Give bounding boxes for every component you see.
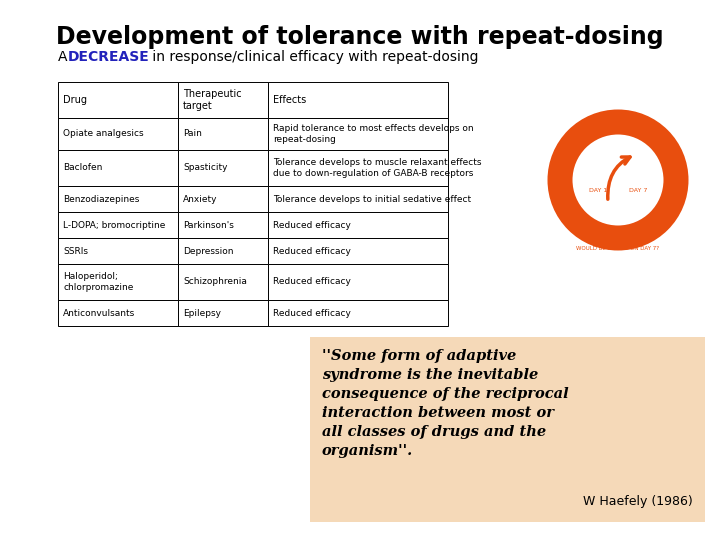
Text: Drug: Drug [63, 95, 87, 105]
Text: Parkinson's: Parkinson's [183, 220, 234, 230]
Text: Development of tolerance with repeat-dosing: Development of tolerance with repeat-dos… [56, 25, 664, 49]
Bar [178, 150, 268, 186]
Text: Effects: Effects [273, 95, 306, 105]
Bar [58, 150, 178, 186]
Text: Rapid tolerance to most effects develops on
repeat-dosing: Rapid tolerance to most effects develops… [273, 124, 474, 144]
Bar [58, 264, 178, 300]
Text: WOULD BE MISSED ON DAY 7?: WOULD BE MISSED ON DAY 7? [577, 246, 660, 251]
Bar [58, 238, 178, 264]
Bar [178, 212, 268, 238]
Text: Anticonvulsants: Anticonvulsants [63, 308, 135, 318]
Text: DAY 1: DAY 1 [589, 188, 607, 193]
Bar [268, 212, 448, 238]
Text: Opiate analgesics: Opiate analgesics [63, 130, 143, 138]
Bar [58, 118, 178, 150]
Text: Epilepsy: Epilepsy [183, 308, 221, 318]
Bar [310, 337, 705, 522]
Text: in response/clinical efficacy with repeat-dosing: in response/clinical efficacy with repea… [148, 50, 479, 64]
Text: Schizophrenia: Schizophrenia [183, 278, 247, 287]
Text: Tolerance develops to initial sedative effect: Tolerance develops to initial sedative e… [273, 194, 471, 204]
Text: Reduced efficacy: Reduced efficacy [273, 308, 351, 318]
Text: Baclofen: Baclofen [63, 164, 102, 172]
Text: Reduced efficacy: Reduced efficacy [273, 220, 351, 230]
FancyArrowPatch shape [608, 157, 630, 199]
Bar [58, 300, 178, 326]
Text: Depression: Depression [183, 246, 233, 255]
Text: Anxiety: Anxiety [183, 194, 217, 204]
Text: DAY 7: DAY 7 [629, 188, 647, 193]
Text: Pain: Pain [183, 130, 202, 138]
Text: Reduced efficacy: Reduced efficacy [273, 246, 351, 255]
Bar [268, 186, 448, 212]
Bar [268, 150, 448, 186]
Bar [268, 264, 448, 300]
Text: Reduced efficacy: Reduced efficacy [273, 278, 351, 287]
Bar [178, 264, 268, 300]
Bar [178, 82, 268, 118]
Text: L-DOPA; bromocriptine: L-DOPA; bromocriptine [63, 220, 166, 230]
Circle shape [579, 140, 657, 219]
Bar [268, 118, 448, 150]
Text: W Haefely (1986): W Haefely (1986) [583, 495, 693, 508]
Bar [268, 82, 448, 118]
Text: Tolerance develops to muscle relaxant effects
due to down-regulation of GABA-B r: Tolerance develops to muscle relaxant ef… [273, 158, 482, 178]
Bar [58, 212, 178, 238]
Text: Haloperidol;
chlorpromazine: Haloperidol; chlorpromazine [63, 272, 133, 292]
Bar [58, 186, 178, 212]
Text: SSRIs: SSRIs [63, 246, 88, 255]
Bar [268, 238, 448, 264]
Bar [178, 118, 268, 150]
Bar [178, 238, 268, 264]
Bar [58, 82, 178, 118]
Bar [178, 186, 268, 212]
Text: ''Some form of adaptive
syndrome is the inevitable
consequence of the reciprocal: ''Some form of adaptive syndrome is the … [322, 349, 569, 458]
Text: A: A [58, 50, 72, 64]
Bar [178, 300, 268, 326]
Text: DECREASE: DECREASE [68, 50, 150, 64]
Text: Spasticity: Spasticity [183, 164, 228, 172]
Text: Benzodiazepines: Benzodiazepines [63, 194, 140, 204]
Text: Therapeutic
target: Therapeutic target [183, 89, 242, 111]
Bar [268, 300, 448, 326]
